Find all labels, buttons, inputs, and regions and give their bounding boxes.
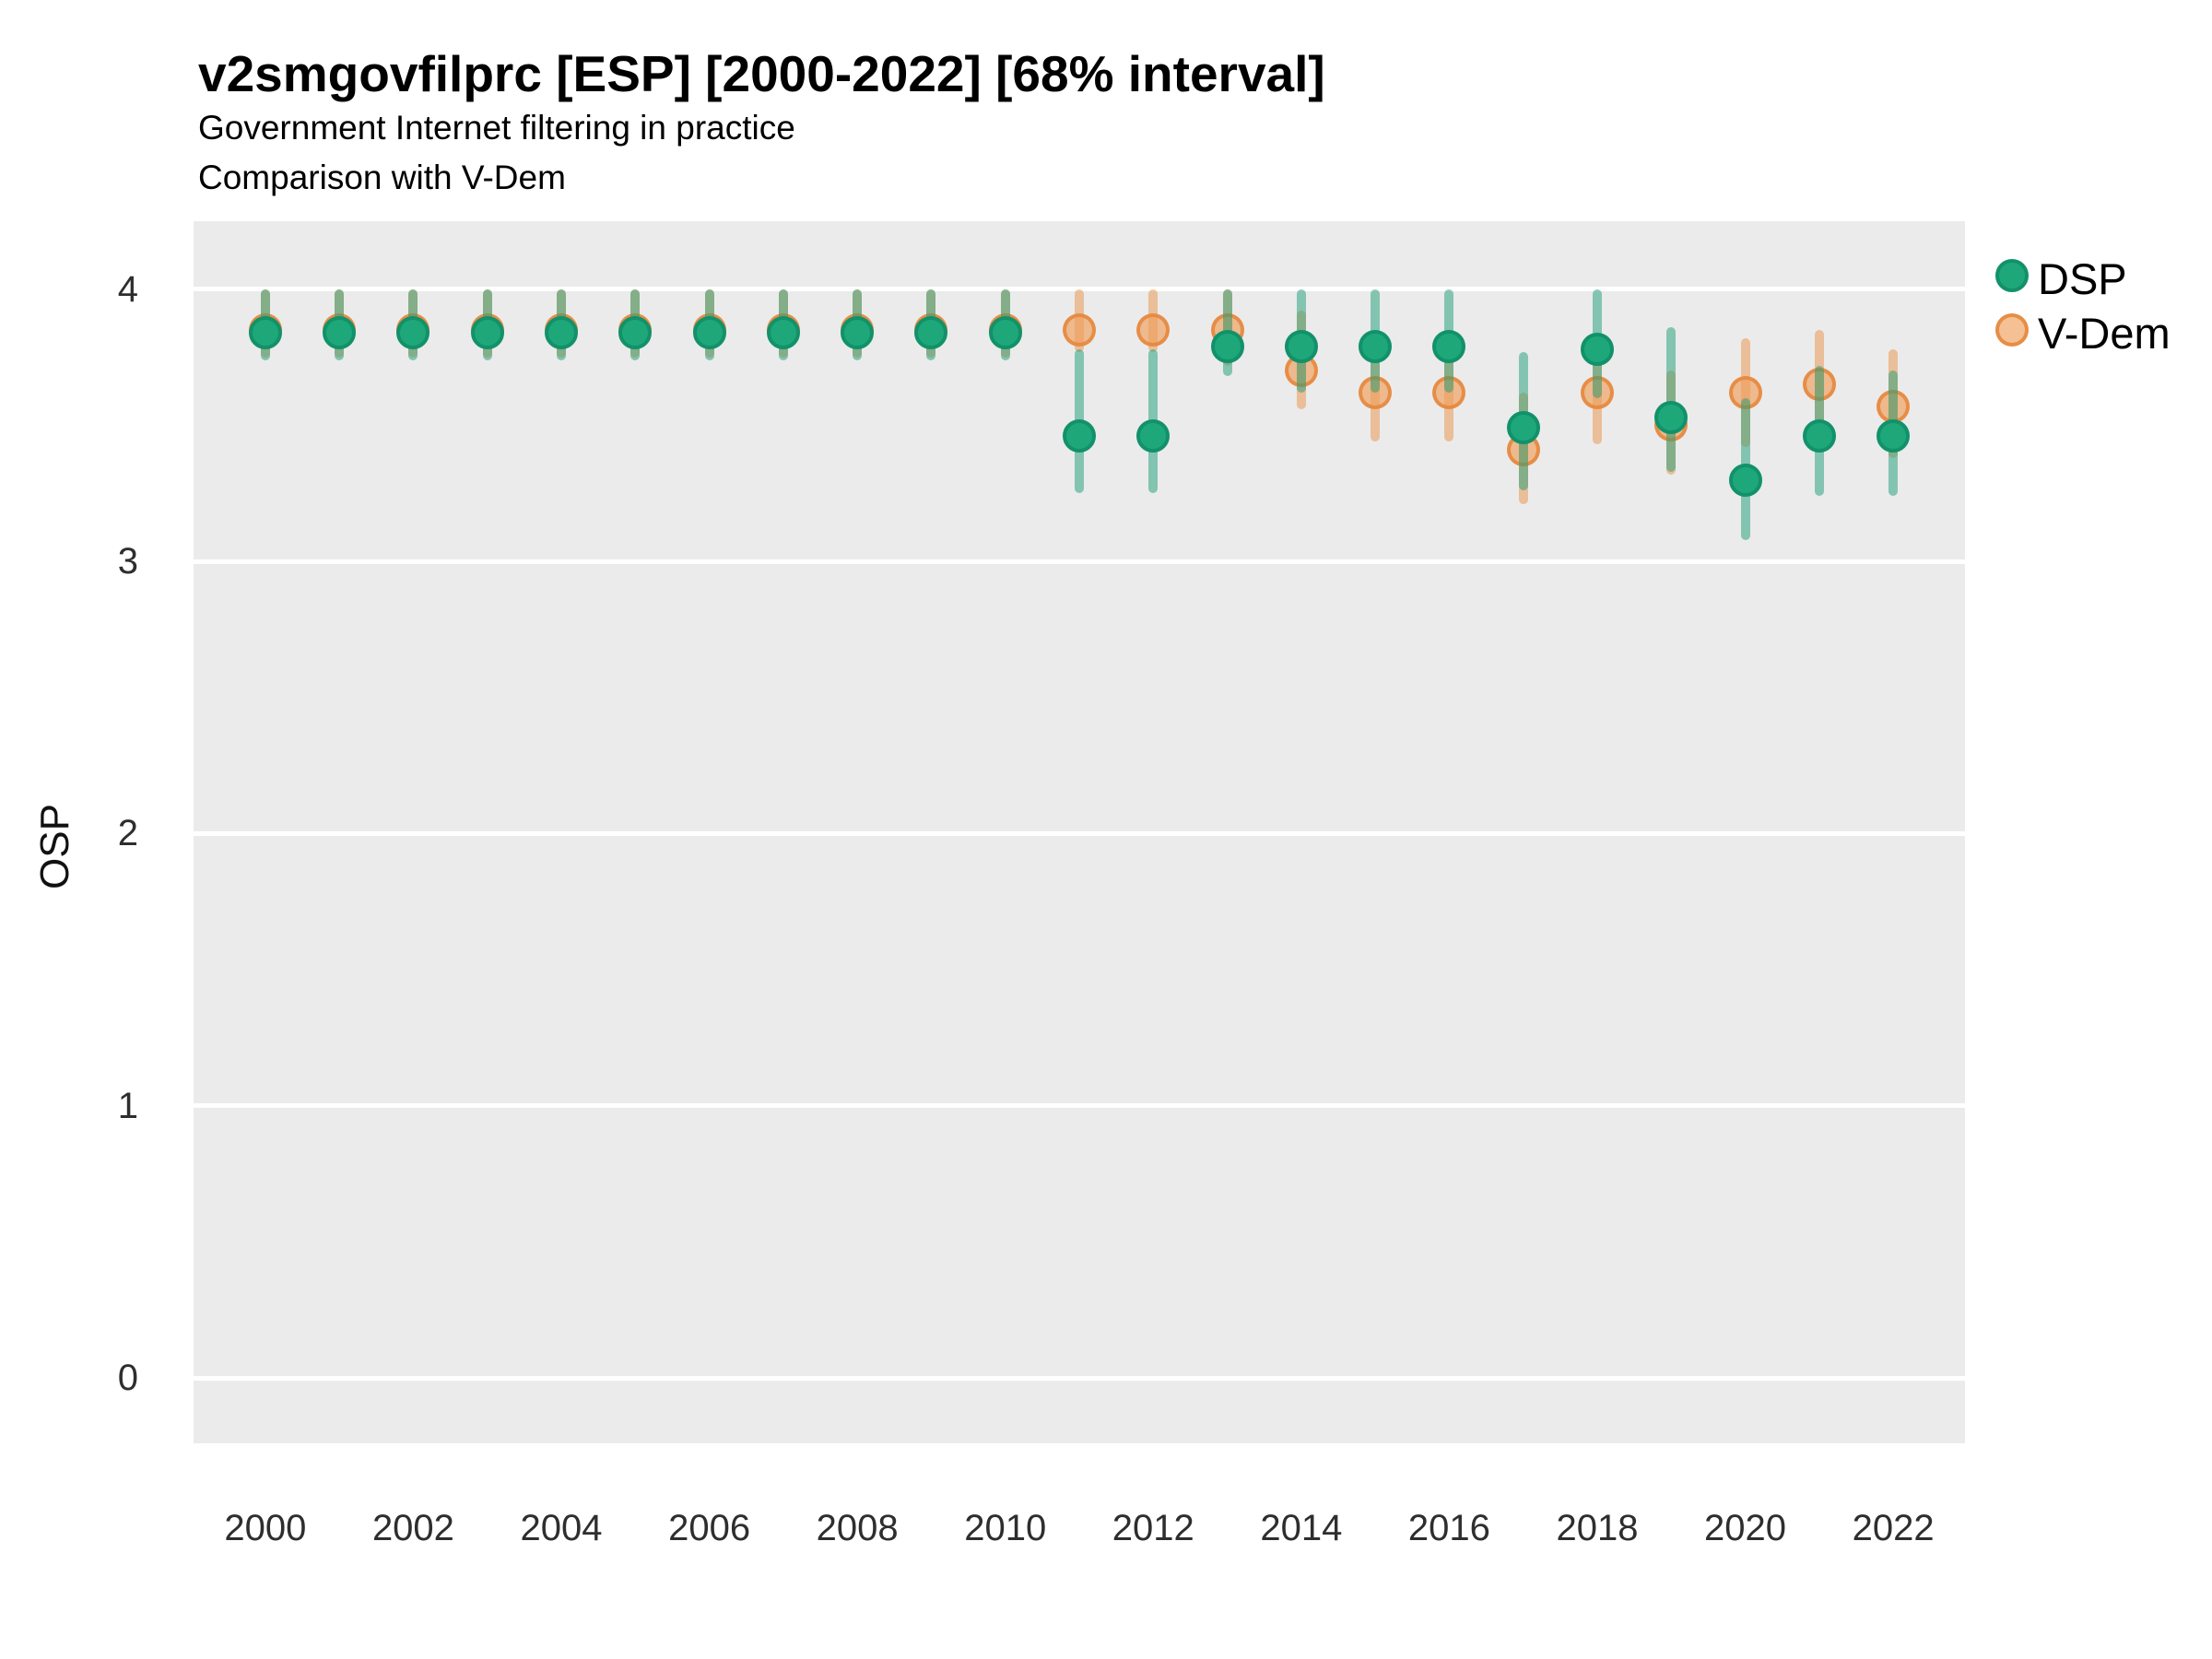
vdem-point-2012 xyxy=(1136,313,1171,347)
legend-label-dsp: DSP xyxy=(2038,254,2127,303)
dsp-point-2007 xyxy=(766,316,800,350)
x-tick-label-2008: 2008 xyxy=(816,1508,899,1548)
dsp-point-2010 xyxy=(988,316,1022,350)
chart-subtitle-line2: Comparison with V-Dem xyxy=(198,159,566,196)
dsp-point-2016 xyxy=(1432,329,1466,363)
chart-subtitle-line1: Government Internet filtering in practic… xyxy=(198,109,795,147)
vdem-point-2011 xyxy=(1063,313,1096,347)
x-tick-label-2004: 2004 xyxy=(520,1508,603,1548)
dsp-point-2003 xyxy=(470,316,504,350)
x-tick-label-2014: 2014 xyxy=(1260,1508,1343,1548)
y-tick-label-0: 0 xyxy=(117,1358,138,1399)
y-tick-label-3: 3 xyxy=(117,541,138,582)
gridline-y-0 xyxy=(194,1375,1965,1381)
dsp-point-2008 xyxy=(841,316,875,350)
dsp-point-2015 xyxy=(1359,329,1393,363)
x-tick-label-2022: 2022 xyxy=(1852,1508,1935,1548)
dsp-point-2019 xyxy=(1654,400,1688,434)
x-tick-label-2012: 2012 xyxy=(1112,1508,1194,1548)
dsp-point-2000 xyxy=(248,316,282,350)
dsp-point-2013 xyxy=(1210,329,1244,363)
x-tick-label-2010: 2010 xyxy=(964,1508,1047,1548)
gridline-y-3 xyxy=(194,559,1965,564)
dsp-point-2005 xyxy=(618,316,653,350)
x-tick-label-2016: 2016 xyxy=(1407,1508,1490,1548)
dsp-point-2004 xyxy=(545,316,578,350)
dsp-point-2020 xyxy=(1728,463,1762,497)
dsp-point-2002 xyxy=(396,316,430,350)
dsp-interval-2019 xyxy=(1666,327,1677,472)
dsp-point-2006 xyxy=(692,316,726,350)
dsp-point-2017 xyxy=(1506,411,1540,445)
x-tick-label-2002: 2002 xyxy=(371,1508,454,1548)
legend-label-vdem: V-Dem xyxy=(2038,309,2171,358)
dsp-point-2012 xyxy=(1136,419,1171,453)
x-tick-label-2020: 2020 xyxy=(1704,1508,1787,1548)
dsp-point-2014 xyxy=(1284,329,1318,363)
dsp-point-2009 xyxy=(914,316,948,350)
x-tick-label-2018: 2018 xyxy=(1556,1508,1639,1548)
gridline-y-2 xyxy=(194,830,1965,836)
dsp-point-2021 xyxy=(1802,419,1836,453)
y-tick-label-1: 1 xyxy=(117,1085,138,1126)
x-tick-label-2006: 2006 xyxy=(668,1508,751,1548)
y-tick-label-4: 4 xyxy=(117,268,138,310)
gridline-y-1 xyxy=(194,1103,1965,1109)
dsp-point-2018 xyxy=(1580,332,1614,366)
y-tick-label-2: 2 xyxy=(117,813,138,854)
chart-title: v2smgovfilprc [ESP] [2000-2022] [68% int… xyxy=(198,45,1325,102)
dsp-point-2001 xyxy=(323,316,357,350)
dsp-point-2022 xyxy=(1877,419,1911,453)
dsp-point-2011 xyxy=(1063,419,1096,453)
x-tick-label-2000: 2000 xyxy=(224,1508,307,1548)
dsp-legend-dot-icon xyxy=(1995,259,2029,292)
vdem-legend-dot-icon xyxy=(1995,313,2029,347)
